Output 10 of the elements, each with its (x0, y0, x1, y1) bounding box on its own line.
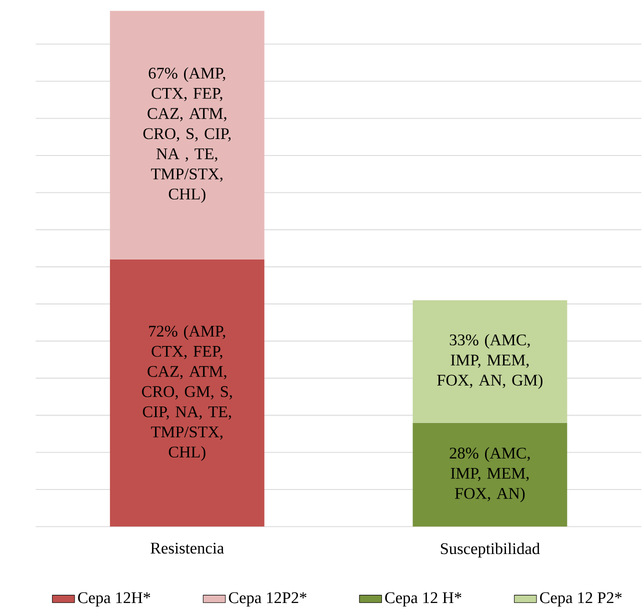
data-label: 33% (AMC, IMP, MEM, FOX, AN, GM) (437, 334, 542, 389)
data-label: 67% (AMP, CTX, FEP, CAZ, ATM, CRO, S, CIP, NA , TE, TMP/STX, CHL) (143, 67, 231, 203)
x-tick-label: Susceptibilidad (440, 542, 540, 558)
legend-label: Cepa 12 H* (385, 592, 462, 606)
legend-label: Cepa 12P2* (228, 592, 306, 606)
x-tick-label: Resistencia (150, 542, 224, 554)
data-label: 28% (AMC, IMP, MEM, FOX, AN) (450, 447, 530, 502)
legend-label: Cepa 12H* (78, 592, 150, 606)
data-label: 72% (AMP, CTX, FEP, CAZ, ATM, CRO, GM, S, CIP, NA, TE, TMP/STX, CHL) (142, 325, 232, 461)
legend-label: Cepa 12 P2* (540, 592, 622, 606)
